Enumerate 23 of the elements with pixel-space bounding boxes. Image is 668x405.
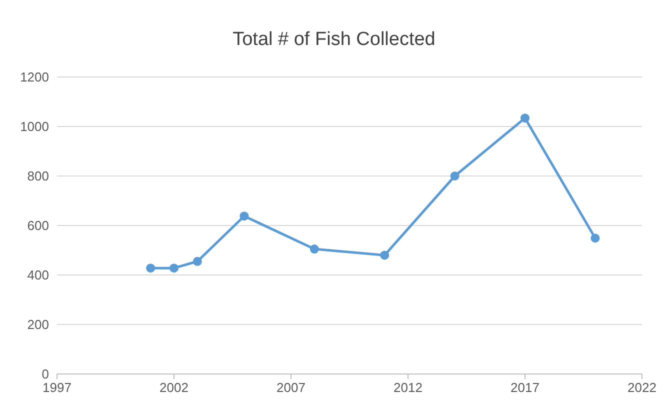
x-tick-label: 2002 [160, 380, 188, 395]
y-tick-label: 400 [27, 268, 49, 283]
point [146, 264, 156, 273]
point [590, 234, 600, 243]
point [520, 114, 530, 123]
y-tick-label: 800 [27, 168, 49, 184]
point [192, 256, 202, 266]
x-tick-label: 2022 [628, 380, 656, 395]
y-tick-label: 1000 [20, 119, 49, 134]
x-tick-label: 2007 [276, 380, 306, 395]
y-tick-label: 0 [42, 366, 49, 382]
point [380, 250, 390, 260]
x-tick-label: 1997 [42, 380, 72, 395]
y-tick-label: 600 [27, 218, 49, 234]
y-tick-label: 200 [27, 317, 49, 332]
x-tick-label: 2012 [394, 380, 422, 395]
point [310, 244, 319, 254]
x-tick-label: 2017 [510, 380, 540, 395]
point [240, 212, 249, 221]
chart-title: Total # of Fish Collected [232, 29, 436, 50]
y-tick-label: 1200 [20, 70, 49, 85]
point [170, 264, 178, 273]
point [450, 172, 460, 180]
